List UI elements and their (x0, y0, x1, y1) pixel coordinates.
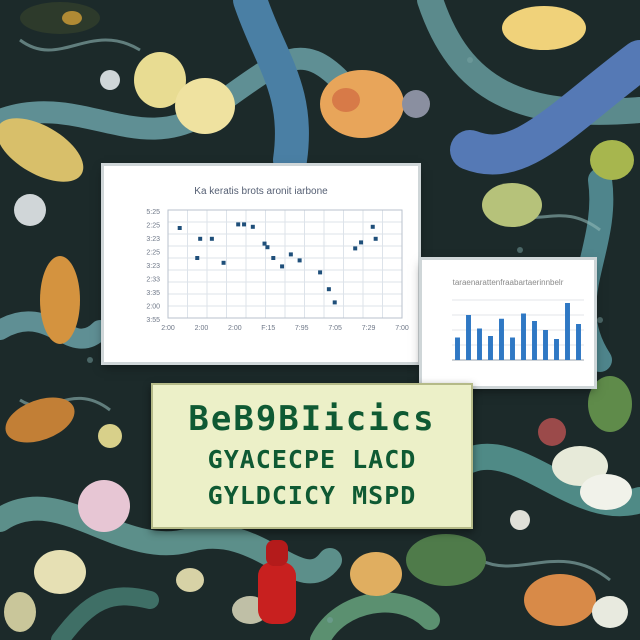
bar (565, 303, 570, 360)
y-tick-label: 3:55 (146, 317, 160, 324)
bar (488, 336, 493, 360)
scatter-chart-title: Ka keratis brots aronit iarbone (194, 186, 328, 197)
scatter-point (353, 246, 358, 251)
bar (543, 330, 548, 360)
bar (576, 324, 581, 360)
sign-line-3: GYLDCICY MSPD (207, 481, 417, 510)
bar-chart (452, 299, 584, 361)
scatter-point (265, 245, 270, 250)
sign-line-2: GYACECPE LACD (207, 445, 417, 474)
bar (554, 339, 559, 360)
scatter-point (318, 270, 323, 275)
x-tick-label: 7:95 (295, 325, 309, 332)
y-tick-label: 2:00 (146, 304, 160, 311)
x-tick-label: 2:00 (161, 325, 175, 332)
scatter-point (373, 236, 378, 241)
scatter-point (209, 236, 214, 241)
scatter-point (326, 287, 331, 292)
scatter-point (242, 222, 247, 227)
scatter-point (280, 264, 285, 269)
scatter-point (297, 258, 302, 263)
scatter-point (250, 224, 255, 229)
scatter-point (236, 222, 241, 227)
x-tick-label: F:15 (261, 325, 275, 332)
y-tick-label: 2:25 (146, 250, 160, 257)
y-tick-label: 3:23 (146, 236, 160, 243)
bar (510, 337, 515, 360)
x-tick-label: 7:29 (362, 325, 376, 332)
plot-frame (167, 209, 403, 319)
y-tick-label: 3:23 (146, 263, 160, 270)
bar (532, 321, 537, 360)
y-tick-label: 3:35 (146, 290, 160, 297)
sign-line-1: BeB9BIicics (188, 399, 436, 439)
x-tick-label: 7:05 (328, 325, 342, 332)
bar-chart-title: taraenarattenfraabartaerinnbelr (452, 278, 564, 287)
bar (466, 315, 471, 360)
title-sign: BeB9BIicics GYACECPE LACD GYLDCICY MSPD (151, 383, 473, 529)
scatter-point (359, 240, 364, 245)
bar (455, 337, 460, 360)
scatter-point (221, 260, 226, 265)
bar-chart-panel: taraenarattenfraabartaerinnbelr (422, 260, 594, 386)
scatter-point (198, 236, 203, 241)
scatter-point (288, 252, 293, 257)
x-tick-label: 7:00 (395, 325, 409, 332)
bar (477, 328, 482, 360)
y-tick-label: 2:33 (146, 277, 160, 284)
y-tick-label: 5:25 (146, 209, 160, 216)
scatter-chart-panel: Ka keratis brots aronit iarbone 5:25 2:25… (104, 166, 418, 362)
scatter-chart: 5:252:253:232:253:232:333:352:003:552:00… (146, 209, 409, 332)
bar (521, 313, 526, 360)
scatter-point (177, 226, 182, 230)
x-tick-label: 2:00 (195, 325, 209, 332)
bar (499, 318, 504, 360)
scatter-point (332, 300, 337, 305)
scatter-point (370, 224, 375, 229)
scatter-point (262, 241, 267, 246)
y-tick-label: 2:25 (146, 223, 160, 230)
scatter-point (195, 256, 200, 260)
scatter-point (271, 256, 276, 260)
x-tick-label: 2:00 (228, 325, 242, 332)
